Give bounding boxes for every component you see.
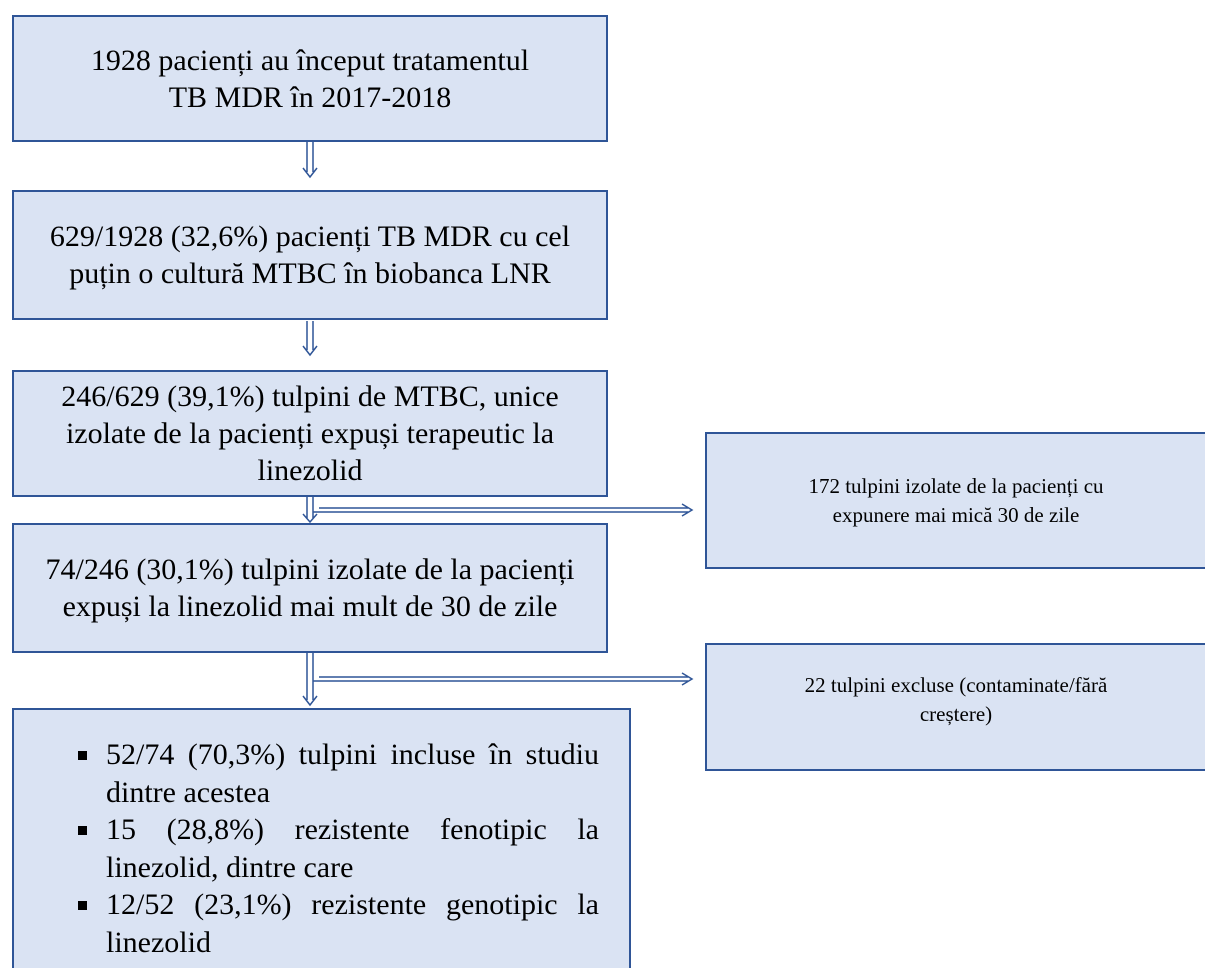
box-line: 172 tulpini izolate de la pacienți cu — [808, 473, 1104, 498]
box-line: 74/246 (30,1%) tulpini izolate de la pac… — [45, 553, 575, 586]
step-box: 74/246 (30,1%) tulpini izolate de la pac… — [12, 523, 608, 653]
box-line: 1928 pacienți au început tratamentul — [90, 43, 530, 77]
results-list: 52/74 (70,3%) tulpini incluse în studiu … — [14, 736, 629, 961]
exclusion-box: 172 tulpini izolate de la pacienți cu exp… — [705, 432, 1205, 569]
arrow-down — [302, 142, 318, 179]
step-box: 246/629 (39,1%) tulpini de MTBC, unice iz… — [12, 370, 608, 497]
arrow-split — [302, 497, 694, 524]
step-box: 629/1928 (32,6%) pacienți TB MDR cu cel p… — [12, 190, 608, 320]
box-line: expunere mai mică 30 de zile — [832, 502, 1080, 527]
box-line: 629/1928 (32,6%) pacienți TB MDR cu cel — [49, 220, 571, 253]
arrows — [302, 142, 694, 707]
result-item: 12/52 (23,1%) rezistente genotipic la li… — [102, 886, 599, 961]
arrow-split — [302, 652, 694, 707]
arrow-down — [302, 321, 318, 357]
box-line: expuși la linezolid mai mult de 30 de zi… — [62, 590, 558, 623]
box-line: 246/629 (39,1%) tulpini de MTBC, unice — [61, 380, 559, 413]
box-line: TB MDR în 2017-2018 — [168, 80, 452, 114]
results-box: 52/74 (70,3%) tulpini incluse în studiu … — [12, 708, 631, 968]
box-line: puțin o cultură MTBC în biobanca LNR — [69, 257, 551, 290]
step-box: 1928 pacienți au început tratamentul TB M… — [12, 15, 608, 142]
result-item: 15 (28,8%) rezistente fenotipic la linez… — [102, 811, 599, 886]
box-line: izolate de la pacienți expuși terapeutic… — [65, 417, 555, 450]
box-line: creștere) — [919, 702, 993, 726]
exclusion-box: 22 tulpini excluse (contaminate/fără creș… — [705, 643, 1205, 771]
box-line: linezolid — [257, 454, 363, 487]
box-line: 22 tulpini excluse (contaminate/fără — [804, 673, 1108, 697]
result-item: 52/74 (70,3%) tulpini incluse în studiu … — [102, 736, 599, 811]
